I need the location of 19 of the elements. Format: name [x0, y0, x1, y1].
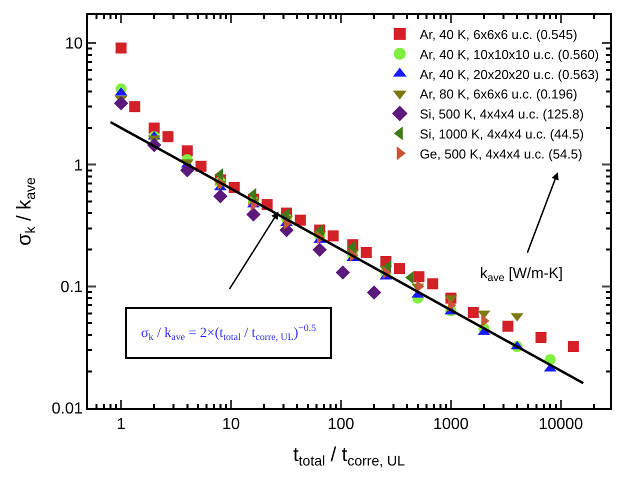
y-tick-label: 1 [74, 157, 83, 174]
x-tick-label: 100 [328, 416, 354, 434]
x-tick-label: 10 [222, 416, 240, 434]
annotation: k$_{ave}$ [W/m-K] [480, 265, 563, 284]
legend-label: Ge, 500 K, 4x4x4 u.c. (54.5) [420, 146, 582, 162]
legend-label: Ar, 80 K, 6x6x6 u.c. (0.196) [420, 86, 578, 102]
legend-label: Si, 1000 K, 4x4x4 u.c. (44.5) [420, 126, 584, 142]
x-tick-label: 1 [116, 416, 126, 434]
y-tick-label: 0.01 [52, 400, 83, 418]
x-axis-title: t$_{total}$ / t$_{corre, UL}$ [293, 444, 406, 468]
x-tick-label: 1000 [433, 416, 469, 434]
y-tick-label: 0.1 [60, 278, 83, 296]
legend-label: Ar, 40 K, 10x10x10 u.c. (0.560) [420, 46, 600, 62]
y-tick-label: 10 [65, 36, 83, 53]
legend-label: Ar, 40 K, 20x20x20 u.c. (0.563) [420, 66, 600, 82]
x-tick-label: 10000 [538, 416, 584, 434]
text: σ$_{k}$ / k$_{ave}$ = 2×(t$_{total}$ / t$_{corre, UL}$)$^{−0.5}$ [141, 323, 316, 343]
legend-label: Si, 500 K, 4x4x4 u.c. (125.8) [420, 106, 584, 122]
legend-label: Ar, 40 K, 6x6x6 u.c. (0.545) [420, 26, 578, 42]
